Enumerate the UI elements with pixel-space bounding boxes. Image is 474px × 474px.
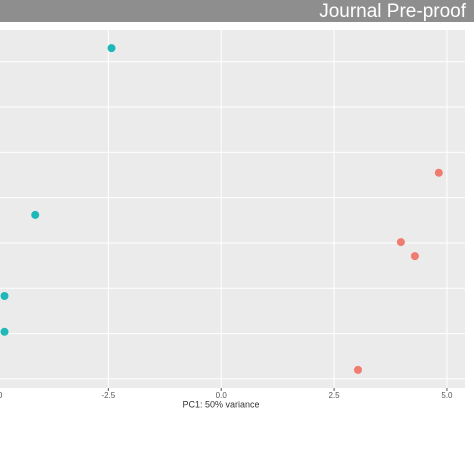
x-axis-label: PC1: 50% variance [182,399,259,409]
x-tick-label: -5.0 [0,391,3,400]
point [0,327,9,336]
point [0,292,9,301]
point [396,238,405,247]
plot-panel [0,30,465,388]
header-title: Journal Pre-proof [319,1,467,22]
x-tick-label: -2.5 [101,391,115,400]
x-tick-label: 5.0 [441,391,453,400]
point [31,210,40,219]
header-bar [0,0,474,22]
point [410,252,419,261]
point [107,44,116,53]
x-tick-label: 0.0 [216,391,228,400]
point [354,365,363,374]
point [434,168,443,177]
x-tick-label: 2.5 [329,391,341,400]
